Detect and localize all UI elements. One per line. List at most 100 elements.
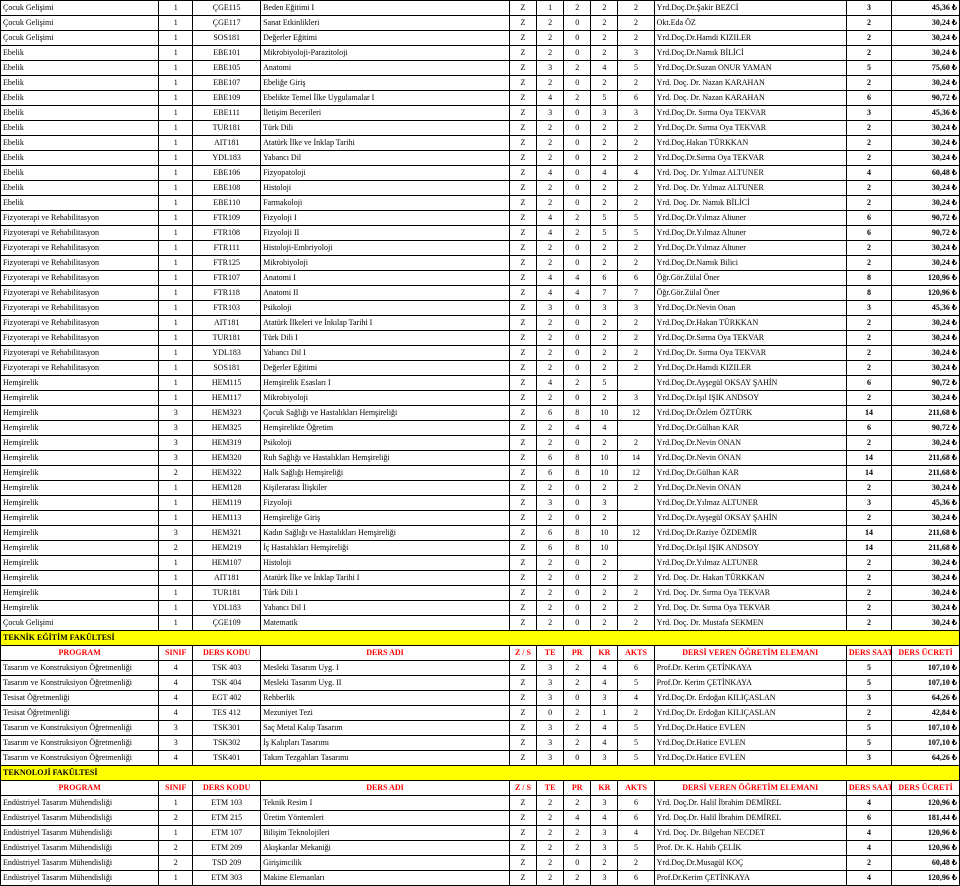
cell: Z: [509, 841, 536, 856]
cell: 4: [537, 226, 564, 241]
cell: 0: [564, 196, 591, 211]
cell: 64,26 ₺: [892, 691, 960, 706]
cell: EBE108: [193, 181, 261, 196]
cell: 2: [618, 151, 654, 166]
cell: TES 412: [193, 706, 261, 721]
cell: 2: [591, 16, 618, 31]
header-cell: DERS KODU: [193, 646, 261, 661]
cell: Beden Eğitimi I: [261, 1, 510, 16]
table-row: Hemşirelik3HEM323Çocuk Sağlığı ve Hastal…: [1, 406, 960, 421]
cell: 2: [618, 136, 654, 151]
cell: 2: [846, 196, 891, 211]
cell: 2: [537, 511, 564, 526]
table-row: Çocuk Gelişimi1ÇGE109MatematikZ2022Yrd. …: [1, 616, 960, 631]
cell: 5: [591, 226, 618, 241]
header-cell: KR: [591, 781, 618, 796]
cell: Yrd. Doç. Dr. Sırma Oya TEKVAR: [654, 601, 846, 616]
cell: 2: [591, 31, 618, 46]
cell: Mezuniyet Tezi: [261, 706, 510, 721]
cell: 1: [159, 376, 193, 391]
header-cell: AKTS: [618, 646, 654, 661]
cell: 60,48 ₺: [892, 166, 960, 181]
cell: Z: [509, 376, 536, 391]
cell: Z: [509, 196, 536, 211]
cell: Fizyoterapi ve Rehabilitasyon: [1, 331, 159, 346]
cell: 4: [564, 286, 591, 301]
cell: Histoloji: [261, 556, 510, 571]
cell: Ebelik: [1, 196, 159, 211]
cell: Yrd. Doç.Dr. Halil İbrahim DEMİREL: [654, 811, 846, 826]
cell: 2: [564, 826, 591, 841]
cell: 2: [591, 361, 618, 376]
cell: Hemşirelik: [1, 541, 159, 556]
cell: 0: [564, 121, 591, 136]
cell: 10: [591, 466, 618, 481]
cell: 0: [564, 151, 591, 166]
cell: [618, 511, 654, 526]
cell: 90,72 ₺: [892, 211, 960, 226]
cell: 3: [591, 106, 618, 121]
cell: 1: [159, 571, 193, 586]
cell: 8: [564, 541, 591, 556]
cell: 0: [564, 106, 591, 121]
cell: Endüstriyel Tasarım Mühendisliği: [1, 796, 159, 811]
cell: 6: [618, 796, 654, 811]
course-table: Çocuk Gelişimi1ÇGE115Beden Eğitimi IZ122…: [0, 0, 960, 886]
cell: Çocuk Gelişimi: [1, 16, 159, 31]
cell: Hemşirelik: [1, 391, 159, 406]
cell: Endüstriyel Tasarım Mühendisliği: [1, 856, 159, 871]
table-row: Ebelik1YDL183Yabancı DilZ2022Yrd.Doç.Dr.…: [1, 151, 960, 166]
table-row: Çocuk Gelişimi1ÇGE115Beden Eğitimi IZ122…: [1, 1, 960, 16]
cell: TSK 404: [193, 676, 261, 691]
cell: 4: [846, 826, 891, 841]
cell: Fizyoterapi ve Rehabilitasyon: [1, 301, 159, 316]
cell: Çocuk Sağlığı ve Hastalıkları Hemşireliğ…: [261, 406, 510, 421]
cell: Endüstriyel Tasarım Mühendisliği: [1, 811, 159, 826]
cell: 2: [846, 316, 891, 331]
cell: 6: [846, 811, 891, 826]
cell: Türk Dili I: [261, 331, 510, 346]
cell: 2: [846, 256, 891, 271]
cell: 107,10 ₺: [892, 661, 960, 676]
cell: 120,96 ₺: [892, 871, 960, 886]
cell: Hemşirelik: [1, 571, 159, 586]
cell: 3: [591, 496, 618, 511]
cell: 5: [846, 661, 891, 676]
cell: Ebelik: [1, 181, 159, 196]
cell: 3: [537, 736, 564, 751]
cell: 30,24 ₺: [892, 331, 960, 346]
cell: Hemşirelik: [1, 376, 159, 391]
cell: 2: [159, 841, 193, 856]
cell: Endüstriyel Tasarım Mühendisliği: [1, 826, 159, 841]
cell: YDL183: [193, 151, 261, 166]
cell: Tesisat Öğretmenliği: [1, 691, 159, 706]
cell: 2: [537, 196, 564, 211]
cell: 1: [159, 226, 193, 241]
cell: 2: [537, 811, 564, 826]
cell: 2: [618, 1, 654, 16]
header-cell: DERS ÜCRETİ: [892, 646, 960, 661]
table-row: Tasarım ve Konstruksiyon Öğretmenliği4TS…: [1, 661, 960, 676]
cell: TUR181: [193, 586, 261, 601]
cell: 181,44 ₺: [892, 811, 960, 826]
cell: Yrd. Doç. Dr. Nazan KARAHAN: [654, 76, 846, 91]
cell: 2: [564, 706, 591, 721]
cell: 8: [564, 406, 591, 421]
cell: Çocuk Gelişimi: [1, 616, 159, 631]
cell: Fizyoterapi ve Rehabilitasyon: [1, 286, 159, 301]
cell: 2: [591, 571, 618, 586]
table-row: Ebelik1EBE105AnatomiZ3245Yrd.Doç.Dr.Suza…: [1, 61, 960, 76]
cell: Yrd.Doç.Dr.Raziye ÖZDEMİR: [654, 526, 846, 541]
cell: Z: [509, 181, 536, 196]
cell: Ebelik: [1, 151, 159, 166]
cell: 5: [618, 676, 654, 691]
cell: 211,68 ₺: [892, 451, 960, 466]
cell: 2: [564, 376, 591, 391]
cell: Yrd.Doç.Dr. Sırma Oya TEKVAR: [654, 346, 846, 361]
cell: EBE111: [193, 106, 261, 121]
cell: 2: [618, 856, 654, 871]
cell: 2: [846, 481, 891, 496]
cell: Z: [509, 316, 536, 331]
cell: TSD 209: [193, 856, 261, 871]
table-row: Tasarım ve Konstruksiyon Öğretmenliği3TS…: [1, 736, 960, 751]
